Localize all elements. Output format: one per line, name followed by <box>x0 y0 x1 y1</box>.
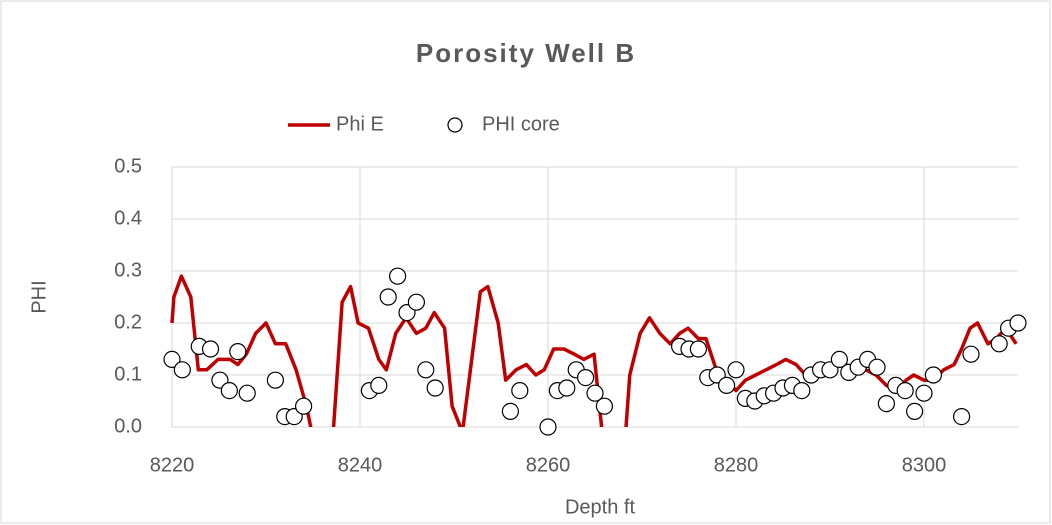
data-point <box>558 379 576 397</box>
x-axis-label: Depth ft <box>565 496 635 518</box>
data-point <box>163 350 181 368</box>
data-point <box>595 397 614 415</box>
legend-swatch <box>447 117 463 133</box>
data-point <box>238 384 256 402</box>
data-point <box>501 402 519 420</box>
y-axis-label: PHI <box>28 280 50 313</box>
data-point <box>830 350 849 368</box>
x-tick-label: 8280 <box>714 454 759 476</box>
y-tick-label: 0.0 <box>114 415 142 437</box>
data-point <box>689 340 708 358</box>
chart-title: Porosity Well B <box>416 38 636 68</box>
data-point <box>905 402 924 420</box>
data-point <box>1009 314 1027 332</box>
y-tick-label: 0.4 <box>114 207 142 229</box>
data-point <box>924 366 943 384</box>
data-point <box>586 384 604 402</box>
data-point <box>417 361 435 379</box>
y-tick-label: 0.3 <box>114 259 142 281</box>
data-point <box>576 369 595 387</box>
data-point <box>952 408 971 426</box>
data-point <box>379 288 397 306</box>
data-point <box>727 361 745 379</box>
x-tick-label: 8260 <box>526 454 571 476</box>
y-tick-label: 0.1 <box>114 363 142 385</box>
data-point <box>511 382 529 400</box>
data-point <box>915 384 933 402</box>
data-point <box>389 267 407 285</box>
x-tick-label: 8220 <box>150 454 195 476</box>
data-point <box>426 379 444 397</box>
data-point <box>990 335 1008 353</box>
data-point <box>407 293 425 311</box>
data-point <box>962 345 980 363</box>
data-point <box>173 361 191 379</box>
data-point <box>229 343 247 361</box>
data-point <box>220 382 238 400</box>
data-point <box>868 358 886 376</box>
data-point <box>266 371 284 389</box>
y-tick-label: 0.2 <box>114 311 142 333</box>
data-point <box>896 382 914 400</box>
legend-label: Phi E <box>336 113 384 135</box>
data-point <box>201 340 220 358</box>
data-point <box>877 395 896 413</box>
legend-label: PHI core <box>482 113 560 135</box>
x-tick-label: 8300 <box>902 454 947 476</box>
data-point <box>793 382 811 400</box>
data-point <box>539 418 557 436</box>
data-point <box>370 376 388 394</box>
y-tick-label: 0.5 <box>114 155 142 177</box>
data-point <box>295 397 313 415</box>
data-point <box>717 376 736 394</box>
x-tick-label: 8240 <box>338 454 383 476</box>
